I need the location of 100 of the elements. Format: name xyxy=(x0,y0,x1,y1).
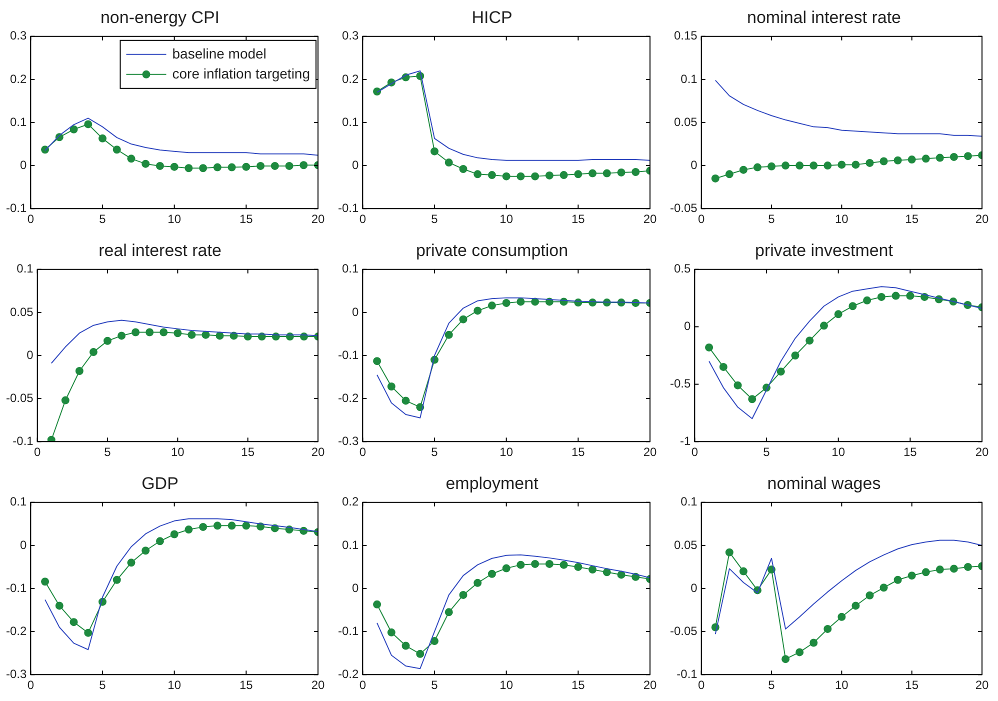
y-tick-label: 0.1 xyxy=(342,538,359,552)
y-tick-label: 0 xyxy=(690,580,698,595)
point xyxy=(156,162,164,170)
point xyxy=(98,134,107,142)
point xyxy=(430,637,439,646)
point xyxy=(632,168,640,176)
point xyxy=(739,166,748,174)
point xyxy=(602,568,611,576)
x-tick-label: 5 xyxy=(768,678,776,692)
y-tick-label: -0.3 xyxy=(6,666,27,681)
y-tick-label: 0 xyxy=(690,158,698,172)
point xyxy=(170,530,178,538)
point xyxy=(146,328,154,336)
point xyxy=(213,163,222,172)
point xyxy=(602,169,611,178)
x-tick-label: 5 xyxy=(99,212,106,226)
x-tick-label: 20 xyxy=(975,678,989,692)
point xyxy=(894,576,902,584)
chart-title: HICP xyxy=(472,8,512,27)
point xyxy=(588,169,597,178)
y-tick-label: -0.1 xyxy=(12,434,34,448)
y-tick-label: 0.1 xyxy=(10,114,27,129)
chart-title: GDP xyxy=(142,474,178,493)
point xyxy=(402,642,410,650)
point xyxy=(127,154,136,163)
point xyxy=(84,120,92,128)
point xyxy=(170,162,178,171)
x-tick-label: 20 xyxy=(311,678,325,692)
point xyxy=(852,160,860,169)
point xyxy=(863,296,872,304)
chart-title: nominal interest rate xyxy=(746,8,902,27)
point xyxy=(753,163,762,172)
point xyxy=(416,650,424,658)
point xyxy=(387,628,396,636)
point xyxy=(725,170,734,178)
point xyxy=(474,170,482,178)
point xyxy=(242,522,250,530)
chart-title: employment xyxy=(446,474,539,493)
point xyxy=(810,162,818,170)
point xyxy=(459,590,468,599)
point xyxy=(444,330,453,339)
chart-title: private investment xyxy=(755,240,894,260)
y-tick-label: -0.05 xyxy=(670,200,698,215)
point xyxy=(488,171,496,180)
point xyxy=(41,146,50,154)
point xyxy=(796,162,804,170)
point xyxy=(748,395,756,404)
point xyxy=(430,147,439,156)
point xyxy=(488,570,496,578)
point xyxy=(739,567,748,576)
point xyxy=(908,156,916,164)
point xyxy=(838,160,846,169)
x-tick-label: 10 xyxy=(500,445,514,460)
point xyxy=(834,310,842,318)
point xyxy=(796,648,804,656)
point xyxy=(820,322,828,330)
point xyxy=(285,162,294,170)
legend-label: baseline model xyxy=(172,45,266,62)
x-tick-label: 15 xyxy=(571,445,586,460)
y-tick-label: -0.1 xyxy=(676,666,698,681)
point xyxy=(852,602,860,610)
x-tick-label: 5 xyxy=(768,212,776,226)
point xyxy=(402,396,410,405)
point xyxy=(300,161,308,170)
x-tick-label: 5 xyxy=(104,445,112,460)
point xyxy=(270,162,279,170)
point xyxy=(950,564,958,573)
point xyxy=(47,436,56,442)
x-tick-label: 20 xyxy=(643,678,657,692)
y-tick-label: -0.1 xyxy=(338,624,359,638)
y-tick-label: 0.1 xyxy=(680,72,698,86)
point xyxy=(502,298,510,307)
point xyxy=(824,162,832,170)
x-tick-label: 5 xyxy=(763,445,770,460)
point xyxy=(188,330,196,339)
point xyxy=(216,332,224,340)
y-tick-label: 0 xyxy=(352,580,359,595)
point xyxy=(964,152,972,160)
point xyxy=(118,332,126,340)
point xyxy=(922,154,930,163)
point xyxy=(906,292,914,300)
point xyxy=(936,566,944,574)
point xyxy=(848,302,857,310)
x-tick-label: 20 xyxy=(975,212,989,226)
point xyxy=(61,396,70,404)
y-tick-label: 0.3 xyxy=(342,28,359,43)
point xyxy=(104,336,112,345)
point xyxy=(444,608,453,616)
point xyxy=(516,560,525,569)
x-tick-label: 20 xyxy=(975,445,989,460)
point xyxy=(70,125,78,134)
y-tick-label: 0 xyxy=(20,538,27,552)
x-tick-label: 15 xyxy=(905,212,919,226)
chart-title: real interest rate xyxy=(98,240,222,260)
point xyxy=(199,164,208,172)
point xyxy=(866,591,874,600)
point xyxy=(810,638,818,647)
x-tick-label: 15 xyxy=(903,445,918,460)
x-tick-label: 5 xyxy=(431,445,438,460)
y-tick-label: 0.1 xyxy=(16,262,34,276)
